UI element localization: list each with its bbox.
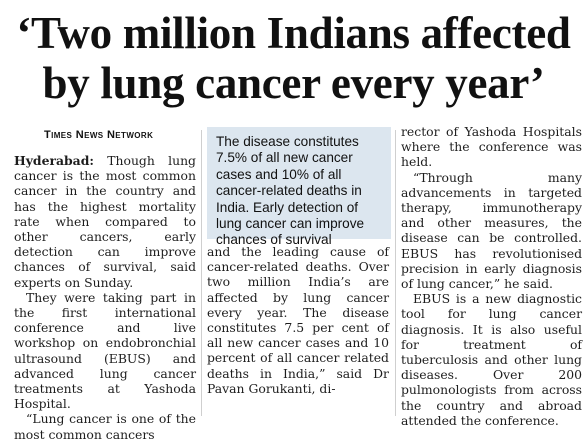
paragraph: and the leading cause of cancer-related … [207, 244, 389, 396]
headline: ‘Two million Indians affected by lung ca… [0, 0, 587, 108]
article-column-1: Hyderabad: Though lung cancer is the mos… [14, 153, 196, 442]
dateline: Hyderabad: [14, 153, 94, 168]
headline-line-1: ‘Two million Indians affected [16, 8, 571, 58]
headline-line-2: by lung cancer every year’ [42, 58, 545, 108]
paragraph-text: Though lung cancer is the most common ca… [14, 153, 196, 290]
byline: Times News Network [44, 129, 154, 141]
paragraph: “Through many advancements in targeted t… [401, 169, 582, 292]
paragraph: rector of Yashoda Hospitals where the co… [401, 124, 582, 170]
article-column-3: rector of Yashoda Hospitals where the co… [401, 124, 582, 428]
paragraph: EBUS is a new diagnostic tool for lung c… [401, 291, 582, 428]
paragraph: They were taking part in the first inter… [14, 289, 196, 412]
pull-quote-text: The disease constitutes 7.5% of all new … [216, 134, 365, 248]
column-divider-right [395, 130, 396, 416]
column-divider-left [201, 130, 202, 416]
paragraph: Hyderabad: Though lung cancer is the mos… [14, 153, 196, 290]
pull-quote-box: The disease constitutes 7.5% of all new … [207, 127, 391, 247]
article-column-2: and the leading cause of cancer-related … [207, 244, 389, 396]
paragraph: “Lung cancer is one of the most common c… [14, 411, 196, 442]
